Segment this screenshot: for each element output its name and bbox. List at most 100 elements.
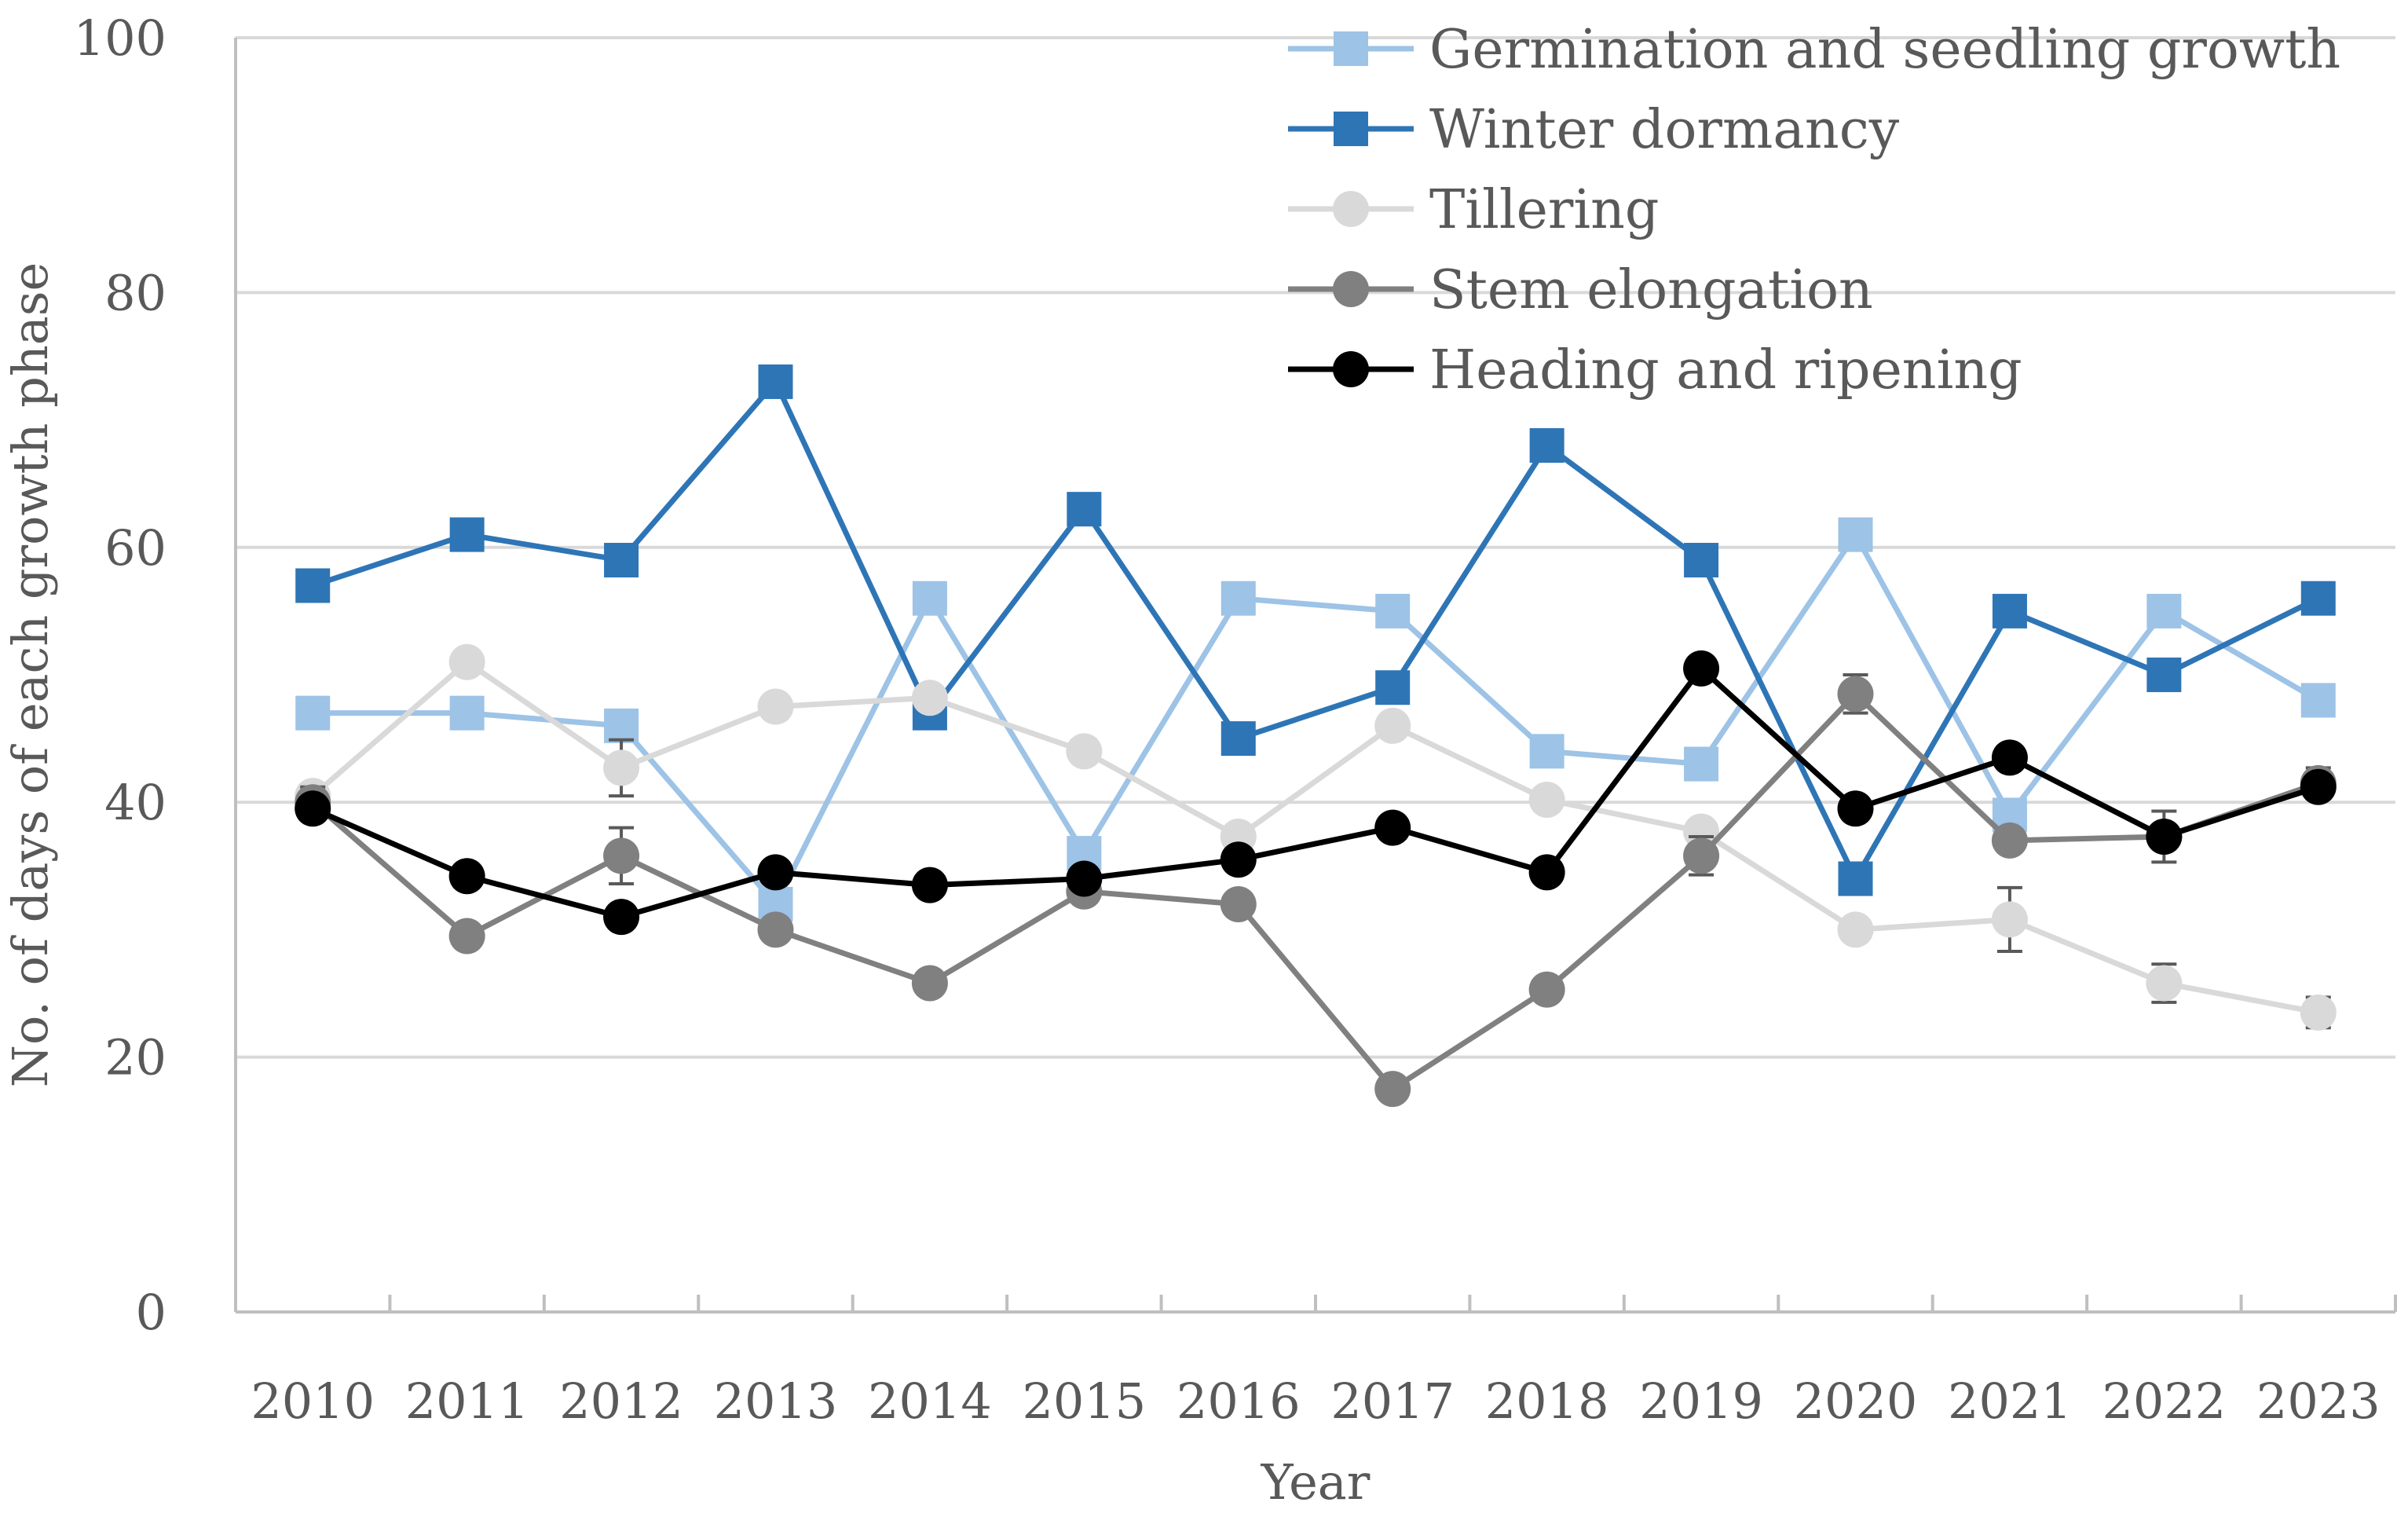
data-point: [1528, 971, 1565, 1008]
data-point: [757, 688, 794, 725]
series-layer: [295, 364, 2337, 1108]
y-tick-label: 0: [136, 1284, 167, 1341]
data-point: [911, 867, 948, 903]
gridlines: [236, 36, 2395, 1059]
data-point: [1837, 676, 1874, 713]
data-point: [604, 543, 639, 578]
legend-entry: Germination and seedling growth: [1288, 19, 2340, 81]
data-point: [448, 918, 485, 955]
x-tick-label: 2016: [1177, 1372, 1301, 1430]
x-tick-label: 2014: [868, 1372, 992, 1430]
data-point: [1374, 809, 1411, 846]
y-axis-title: No. of days of each growth phase: [2, 262, 59, 1087]
data-point: [757, 854, 794, 891]
data-point: [2146, 593, 2182, 628]
data-point: [758, 364, 793, 399]
x-tick-label: 2011: [405, 1372, 529, 1430]
data-point: [2300, 581, 2336, 616]
legend-marker: [1334, 31, 1368, 66]
series-line: [310, 691, 2319, 1092]
data-point: [1838, 861, 1873, 896]
data-point: [1837, 911, 1874, 948]
data-point: [1220, 581, 1256, 616]
x-tick-label: 2012: [559, 1372, 683, 1430]
legend-label: Stem elongation: [1429, 259, 1873, 321]
y-tick-label: 100: [74, 9, 167, 67]
data-point: [1991, 822, 2028, 859]
legend-label: Tillering: [1429, 179, 1659, 241]
data-point: [295, 568, 331, 603]
x-axis-ticks: 2010 2011 2012 2013 2014 2015 2016 2017 2018 2019…: [251, 1372, 2380, 1430]
data-point: [912, 581, 947, 616]
data-point: [1684, 543, 1719, 578]
data-point: [295, 790, 331, 827]
data-point: [1529, 734, 1564, 769]
data-point: [449, 517, 485, 552]
series-winter-dormancy: [295, 364, 2336, 896]
data-point: [603, 899, 640, 936]
data-point: [1991, 901, 2028, 938]
data-point: [1067, 492, 1102, 527]
legend-marker: [1334, 112, 1368, 146]
series-line: [310, 659, 2319, 1016]
data-point: [1066, 860, 1103, 897]
data-point: [1374, 707, 1411, 744]
data-point: [603, 837, 640, 874]
data-point: [1220, 841, 1257, 878]
legend-marker: [1333, 271, 1369, 307]
data-point: [1066, 733, 1103, 770]
x-tick-label: 2013: [714, 1372, 838, 1430]
x-tick-label: 2022: [2102, 1372, 2226, 1430]
data-point: [1374, 1071, 1411, 1108]
legend-label: Winter dormancy: [1429, 99, 1900, 161]
data-point: [2146, 658, 2182, 692]
data-point: [1837, 790, 1874, 827]
data-point: [1375, 670, 1411, 705]
x-axis-title: Year: [1261, 1453, 1371, 1511]
x-tick-label: 2017: [1330, 1372, 1455, 1430]
data-point: [2146, 818, 2183, 855]
data-point: [1684, 746, 1719, 782]
legend-label: Heading and ripening: [1429, 339, 2022, 401]
y-tick-label: 40: [104, 774, 167, 831]
legend-entry: Winter dormancy: [1288, 99, 1900, 161]
data-point: [448, 643, 485, 680]
data-point: [2300, 683, 2336, 718]
x-tick-label: 2019: [1639, 1372, 1763, 1430]
data-point: [603, 749, 640, 786]
legend-entry: Tillering: [1288, 179, 1659, 241]
legend-label: Germination and seedling growth: [1429, 19, 2340, 81]
data-point: [1220, 721, 1256, 757]
data-point: [2300, 768, 2337, 805]
data-point: [1683, 650, 1720, 687]
series-line: [312, 379, 2320, 882]
x-tick-label: 2020: [1794, 1372, 1918, 1430]
legend-entry: Stem elongation: [1288, 259, 1873, 321]
data-point: [2146, 965, 2183, 1002]
x-tick-label: 2015: [1022, 1372, 1146, 1430]
data-point: [911, 680, 948, 716]
data-point: [1220, 885, 1257, 922]
data-point: [1838, 517, 1873, 552]
x-tick-label: 2010: [251, 1372, 375, 1430]
data-point: [449, 695, 485, 731]
series-stem-elongation: [295, 673, 2337, 1108]
x-tick-label: 2021: [1948, 1372, 2072, 1430]
data-point: [448, 858, 485, 895]
x-tick-label: 2023: [2256, 1372, 2381, 1430]
data-point: [1991, 739, 2028, 776]
series-heading-and-ripening: [295, 650, 2337, 936]
data-point: [1683, 837, 1720, 874]
data-point: [757, 911, 794, 948]
data-point: [1992, 593, 2027, 628]
data-point: [1528, 854, 1565, 891]
data-point: [604, 708, 639, 743]
data-point: [2300, 994, 2337, 1031]
legend-marker: [1333, 191, 1369, 227]
series-line: [311, 665, 2319, 920]
y-tick-label: 80: [104, 264, 167, 321]
y-axis-ticks: 0 20 40 60 80 100: [74, 9, 167, 1341]
y-tick-label: 20: [104, 1029, 167, 1086]
series-germination-and-seedling-growth: [295, 517, 2336, 922]
